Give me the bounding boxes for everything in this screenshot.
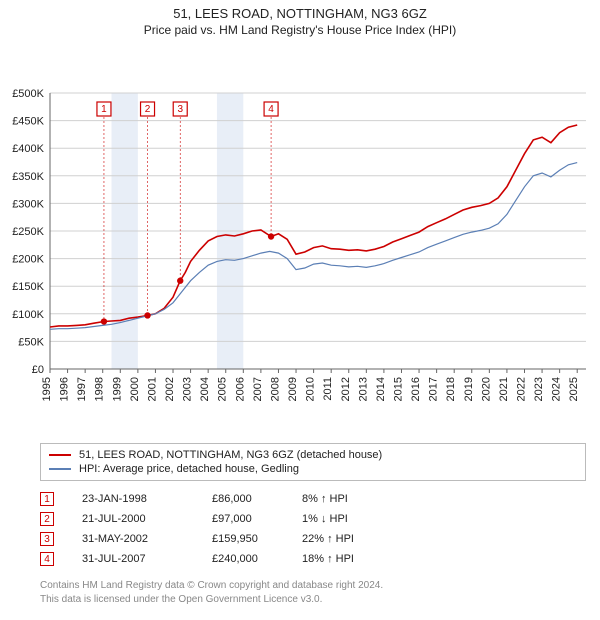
chart: £0 £50K £100K £150K £200K £250K £300K £350K £400… [0,37,600,437]
svg-text:2019: 2019 [463,377,475,401]
address-title: 51, LEES ROAD, NOTTINGHAM, NG3 6GZ [0,6,600,21]
svg-text:1: 1 [101,104,107,115]
svg-text:2004: 2004 [199,377,211,401]
sales-table: 1 23-JAN-1998 £86,000 8% ↑ HPI 2 21-JUL-… [40,489,586,569]
legend-row: 51, LEES ROAD, NOTTINGHAM, NG3 6GZ (deta… [49,448,577,462]
legend-label: HPI: Average price, detached house, Gedl… [79,463,299,475]
legend-swatch [49,454,71,456]
svg-text:1995: 1995 [41,377,53,401]
sale-diff: 22% ↑ HPI [302,533,412,545]
sale-row: 3 31-MAY-2002 £159,950 22% ↑ HPI [40,529,586,549]
svg-text:2011: 2011 [322,377,334,401]
sale-date: 31-MAY-2002 [82,533,212,545]
title-block: 51, LEES ROAD, NOTTINGHAM, NG3 6GZ Price… [0,0,600,37]
sale-price: £97,000 [212,513,302,525]
sale-badge: 4 [40,552,54,566]
sale-diff: 1% ↓ HPI [302,513,412,525]
sale-date: 31-JUL-2007 [82,553,212,565]
footer-line: This data is licensed under the Open Gov… [40,593,586,607]
svg-text:1998: 1998 [94,377,106,401]
svg-text:£300K: £300K [12,198,44,210]
svg-text:£500K: £500K [12,88,44,100]
svg-text:2003: 2003 [182,377,194,401]
svg-text:£0: £0 [32,364,44,376]
svg-text:£350K: £350K [12,171,44,183]
svg-text:1997: 1997 [76,377,88,401]
chart-subtitle: Price paid vs. HM Land Registry's House … [0,23,600,37]
svg-text:£450K: £450K [12,116,44,128]
svg-text:2009: 2009 [287,377,299,401]
legend-row: HPI: Average price, detached house, Gedl… [49,462,577,476]
sale-date: 23-JAN-1998 [82,493,212,505]
svg-text:2014: 2014 [375,377,387,401]
svg-text:2017: 2017 [428,377,440,401]
svg-text:1996: 1996 [59,377,71,401]
sale-price: £159,950 [212,533,302,545]
svg-text:2007: 2007 [252,377,264,401]
legend: 51, LEES ROAD, NOTTINGHAM, NG3 6GZ (deta… [40,443,586,481]
attribution-footer: Contains HM Land Registry data © Crown c… [40,579,586,606]
svg-text:2006: 2006 [234,377,246,401]
svg-text:2024: 2024 [551,377,563,401]
svg-text:2015: 2015 [392,377,404,401]
sale-price: £86,000 [212,493,302,505]
svg-text:2002: 2002 [164,377,176,401]
svg-text:2010: 2010 [305,377,317,401]
svg-text:1999: 1999 [111,377,123,401]
svg-text:2023: 2023 [533,377,545,401]
svg-text:2021: 2021 [498,377,510,401]
sale-badge: 3 [40,532,54,546]
legend-swatch [49,468,71,470]
sale-badge: 2 [40,512,54,526]
svg-text:4: 4 [268,104,274,115]
sale-diff: 18% ↑ HPI [302,553,412,565]
svg-text:2025: 2025 [568,377,580,401]
chart-svg: £0 £50K £100K £150K £200K £250K £300K £350K £400… [0,37,600,437]
svg-text:£250K: £250K [12,226,44,238]
sale-row: 4 31-JUL-2007 £240,000 18% ↑ HPI [40,549,586,569]
svg-text:£50K: £50K [18,336,44,348]
sale-badge: 1 [40,492,54,506]
svg-text:£400K: £400K [12,143,44,155]
sale-date: 21-JUL-2000 [82,513,212,525]
svg-text:£200K: £200K [12,254,44,266]
svg-text:£100K: £100K [12,309,44,321]
svg-text:2001: 2001 [146,377,158,401]
svg-text:2018: 2018 [445,377,457,401]
svg-text:2005: 2005 [217,377,229,401]
svg-text:2016: 2016 [410,377,422,401]
svg-text:2: 2 [145,104,151,115]
page-root: 51, LEES ROAD, NOTTINGHAM, NG3 6GZ Price… [0,0,600,606]
sale-row: 1 23-JAN-1998 £86,000 8% ↑ HPI [40,489,586,509]
footer-line: Contains HM Land Registry data © Crown c… [40,579,586,593]
sale-price: £240,000 [212,553,302,565]
legend-label: 51, LEES ROAD, NOTTINGHAM, NG3 6GZ (deta… [79,449,382,461]
svg-text:2000: 2000 [129,377,141,401]
svg-text:2022: 2022 [515,377,527,401]
svg-text:2008: 2008 [269,377,281,401]
svg-text:2020: 2020 [480,377,492,401]
svg-text:2012: 2012 [340,377,352,401]
sale-row: 2 21-JUL-2000 £97,000 1% ↓ HPI [40,509,586,529]
svg-text:£150K: £150K [12,281,44,293]
sale-diff: 8% ↑ HPI [302,493,412,505]
svg-text:3: 3 [177,104,183,115]
svg-text:2013: 2013 [357,377,369,401]
